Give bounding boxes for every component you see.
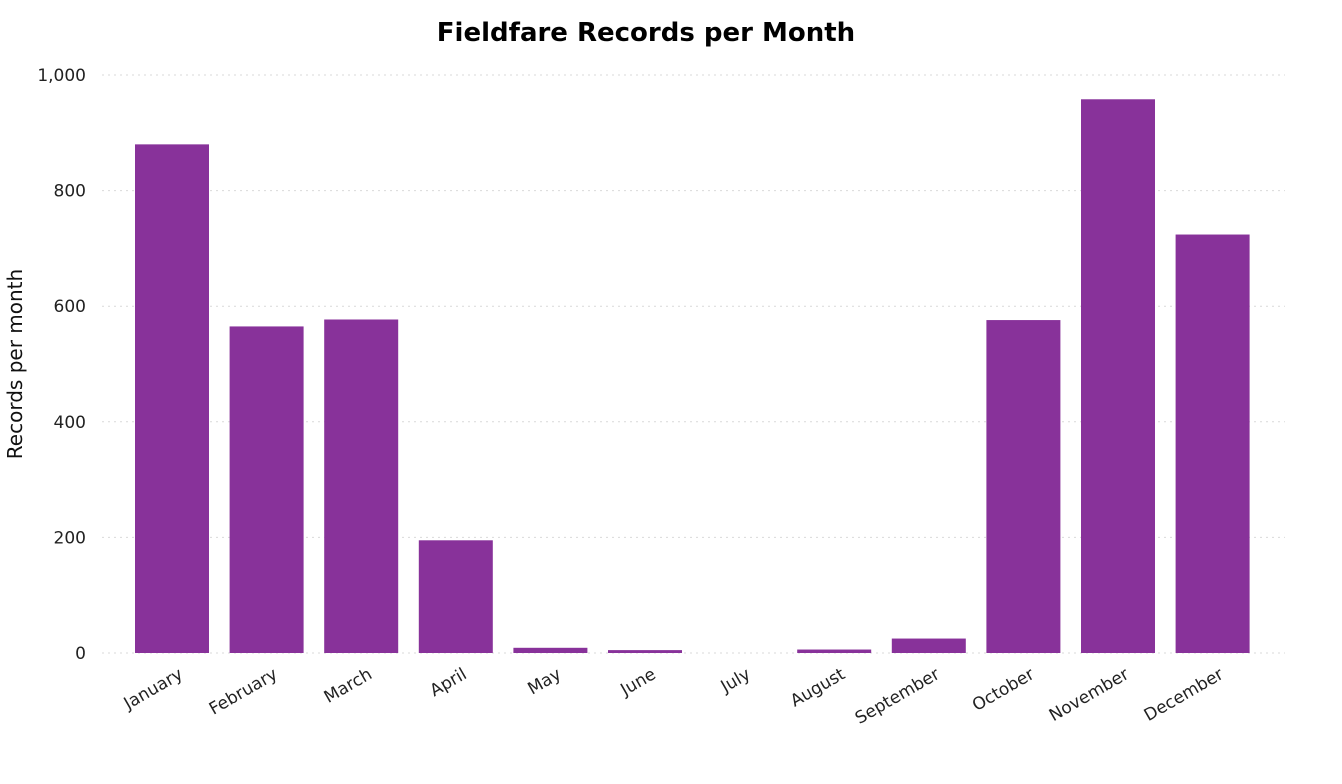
x-tick-label: August [787, 664, 849, 711]
bar-february [229, 326, 304, 653]
y-axis-ticks: 0 200 400 600 800 1,000 [37, 66, 86, 664]
x-tick-label: March [321, 664, 376, 707]
x-tick-label: April [427, 664, 471, 701]
y-tick-label: 400 [54, 413, 86, 433]
chart-title: Fieldfare Records per Month [436, 18, 856, 48]
y-tick-label: 0 [75, 644, 86, 664]
x-axis-ticks: January February March April May June July Augu… [120, 664, 1227, 728]
x-tick-label: May [524, 664, 564, 699]
x-tick-label: October [969, 664, 1038, 715]
bar-june [608, 650, 682, 653]
bar-december [1175, 234, 1250, 653]
bar-january [135, 144, 209, 654]
y-axis-label: Records per month [3, 269, 27, 459]
y-tick-label: 200 [54, 528, 86, 548]
bar-august [797, 649, 872, 653]
bar-may [513, 647, 588, 653]
x-tick-label: July [717, 664, 754, 697]
bar-april [418, 540, 493, 653]
bar-november [1081, 99, 1155, 653]
y-tick-label: 800 [54, 182, 86, 202]
bar-september [891, 638, 966, 653]
x-tick-label: June [617, 664, 660, 700]
x-tick-label: November [1046, 664, 1133, 726]
bars [135, 99, 1250, 654]
x-tick-label: December [1141, 664, 1227, 725]
x-tick-label: January [120, 664, 187, 714]
bar-october [986, 320, 1061, 653]
x-tick-label: February [206, 664, 281, 719]
y-tick-label: 600 [54, 297, 86, 317]
x-tick-label: September [852, 664, 943, 728]
y-tick-label: 1,000 [37, 66, 86, 86]
bar-march [324, 319, 399, 653]
